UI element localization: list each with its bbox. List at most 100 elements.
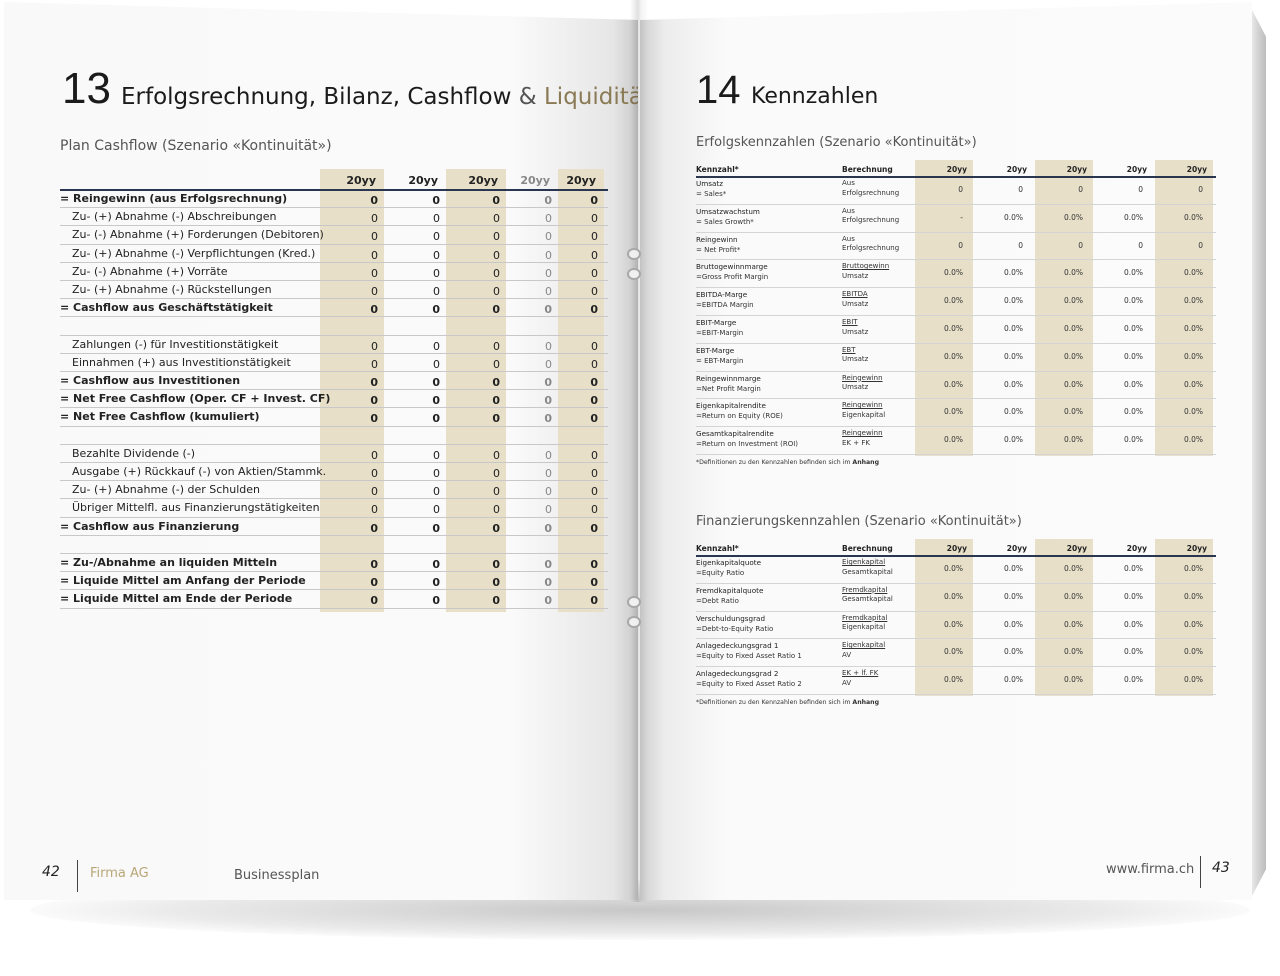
- kennzahl-shaded-column: [915, 539, 973, 696]
- cashflow-cell: 0: [591, 266, 598, 280]
- kennzahl-shaded-column: [1035, 539, 1093, 696]
- kennzahl-cell: 0.0%: [1003, 563, 1023, 573]
- chapter-title-amp: &: [518, 84, 537, 110]
- cashflow-cell: 0: [370, 521, 378, 535]
- cashflow-year-header: 20yy: [520, 174, 550, 187]
- kennzahl-sub: =Debt-to-Equity Ratio: [696, 624, 774, 633]
- cashflow-cell: 0: [370, 412, 378, 426]
- cashflow-shaded-column: [558, 169, 604, 612]
- kennzahl-cell: 0: [1018, 184, 1023, 194]
- kennzahl-calc-denominator: Gesamtkapital: [842, 567, 893, 576]
- cashflow-shaded-column: [446, 169, 506, 612]
- binding-ring: [627, 596, 641, 608]
- kennzahl-name: EBT-Marge: [696, 345, 735, 355]
- cashflow-row-divider: [60, 334, 608, 336]
- kennzahl-year-header: 20yy: [946, 544, 967, 553]
- kennzahl-calc-numerator: EK + lf. FK: [842, 669, 879, 678]
- kennzahl-calc-denominator: Umsatz: [842, 383, 869, 392]
- kennzahl-year-header: 20yy: [946, 165, 967, 174]
- kennzahl-sub: =Debt Ratio: [696, 596, 739, 605]
- cashflow-cell: 0: [371, 339, 378, 353]
- cashflow-cell: 0: [370, 576, 378, 590]
- kennzahl-name: Eigenkapitalrendite: [696, 401, 766, 411]
- kennzahl-cell: 0.0%: [1063, 407, 1083, 417]
- footer-separator: [77, 860, 78, 892]
- cashflow-cell: 0: [432, 594, 440, 608]
- cashflow-row-label: Bezahlte Dividende (-): [72, 446, 196, 460]
- kennzahl-cell: 0.0%: [1183, 351, 1203, 361]
- cashflow-row-divider: [60, 553, 608, 554]
- kennzahl-calc-numerator: Eigenkapital: [842, 641, 886, 650]
- chapter-title-tail: Liquidität: [543, 84, 638, 110]
- cashflow-cell: 0: [590, 394, 598, 408]
- kennzahl-cell: 0.0%: [1063, 675, 1083, 685]
- kennzahl-calc-denominator: Eigenkapital: [842, 623, 886, 632]
- kennzahl-name: Umsatzwachstum: [696, 206, 760, 216]
- kennzahl-row-divider: [696, 694, 1216, 695]
- left-page: 13 Erfolgsrechnung, Bilanz, Cashflow & L…: [4, 2, 638, 900]
- kennzahl-cell: 0.0%: [1063, 563, 1083, 573]
- cashflow-cell: 0: [544, 376, 552, 389]
- cashflow-cell: 0: [370, 394, 378, 408]
- cashflow-cell: 0: [590, 558, 598, 571]
- kennzahl-sub: =Equity to Fixed Asset Ratio 1: [696, 652, 802, 661]
- kennzahl-cell: 0.0%: [1183, 591, 1203, 601]
- kennzahl-year-header: 20yy: [1006, 165, 1027, 174]
- cashflow-cell: 0: [432, 412, 440, 426]
- cashflow-cell: 0: [433, 467, 440, 480]
- cashflow-row-divider: [60, 407, 608, 409]
- cashflow-shaded-column: [320, 169, 384, 612]
- kennzahl-cell: 0.0%: [1183, 407, 1203, 417]
- cashflow-cell: 0: [371, 467, 378, 480]
- kennzahl-cell: 0.0%: [1063, 591, 1083, 601]
- kennzahl-name: Umsatz: [696, 179, 724, 188]
- kennzahl-name: Gesamtkapitalrendite: [696, 429, 774, 439]
- cashflow-cell: 0: [493, 212, 500, 226]
- kennzahl-row-divider: [696, 610, 1216, 612]
- kennzahl-cell: 0.0%: [1123, 407, 1143, 417]
- kennzahl-cell: 0.0%: [1063, 435, 1083, 445]
- kennzahl-cell: 0.0%: [1183, 647, 1203, 657]
- cashflow-row-label: = Cashflow aus Finanzierung: [60, 519, 240, 533]
- cashflow-cell: 0: [370, 303, 378, 317]
- kennzahl-cell: 0.0%: [1183, 212, 1203, 222]
- cashflow-cell: 0: [493, 285, 500, 298]
- kennzahl-cell: 0.0%: [1183, 268, 1203, 278]
- kennzahl-sub: =Gross Profit Margin: [696, 273, 769, 282]
- kennzahl-name: Bruttogewinnmarge: [696, 262, 768, 272]
- cashflow-cell: 0: [371, 485, 378, 499]
- cashflow-row-divider: [60, 498, 608, 500]
- kennzahl-row-divider: [696, 287, 1216, 289]
- right-page: 14 Kennzahlen Erfolgskennzahlen (Szenari…: [640, 2, 1252, 900]
- cashflow-cell: 0: [545, 285, 552, 298]
- cashflow-cell: 0: [371, 448, 378, 462]
- cashflow-row-label: Zu- (+) Abnahme (-) Verpflichtungen (Kre…: [72, 246, 316, 260]
- kennzahl-sub: = Sales Growth*: [696, 217, 754, 226]
- kennzahl-row-divider: [696, 638, 1216, 640]
- cashflow-cell: 0: [591, 339, 598, 353]
- cashflow-cell: 0: [545, 230, 552, 244]
- cashflow-cell: 0: [545, 357, 552, 371]
- kennzahl-cell: 0.0%: [1123, 675, 1143, 685]
- cashflow-cell: 0: [544, 558, 552, 571]
- cashflow-row-label: = Net Free Cashflow (kumuliert): [60, 410, 260, 424]
- cashflow-cell: 0: [544, 412, 552, 426]
- kennzahl-calc-numerator: EBITDA: [842, 290, 868, 299]
- kennzahl-cell: 0: [958, 184, 963, 194]
- footnote-text: *Definitionen zu den Kennzahlen befinden…: [696, 699, 853, 706]
- kennzahl-cell: 0.0%: [1123, 563, 1143, 573]
- footnote-link[interactable]: Anhang: [852, 459, 880, 466]
- kennzahl-footnote: *Definitionen zu den Kennzahlen befinden…: [696, 459, 879, 466]
- cashflow-cell: 0: [433, 339, 440, 353]
- cashflow-cell: 0: [492, 558, 500, 571]
- kennzahl-cell: 0.0%: [943, 619, 963, 629]
- footnote-link[interactable]: Anhang: [852, 699, 880, 706]
- cashflow-row-divider: [60, 352, 608, 354]
- cashflow-row-divider: [60, 280, 608, 281]
- cashflow-row-label: Zu- (-) Abnahme (+) Vorräte: [72, 264, 228, 278]
- kennzahl-cell: 0.0%: [1183, 675, 1203, 685]
- kennzahl-calc-denominator: Eigenkapital: [842, 410, 886, 419]
- cashflow-cell: 0: [433, 485, 440, 499]
- kennzahl-cell: -: [960, 212, 963, 222]
- chapter-number-right: 14: [696, 68, 741, 112]
